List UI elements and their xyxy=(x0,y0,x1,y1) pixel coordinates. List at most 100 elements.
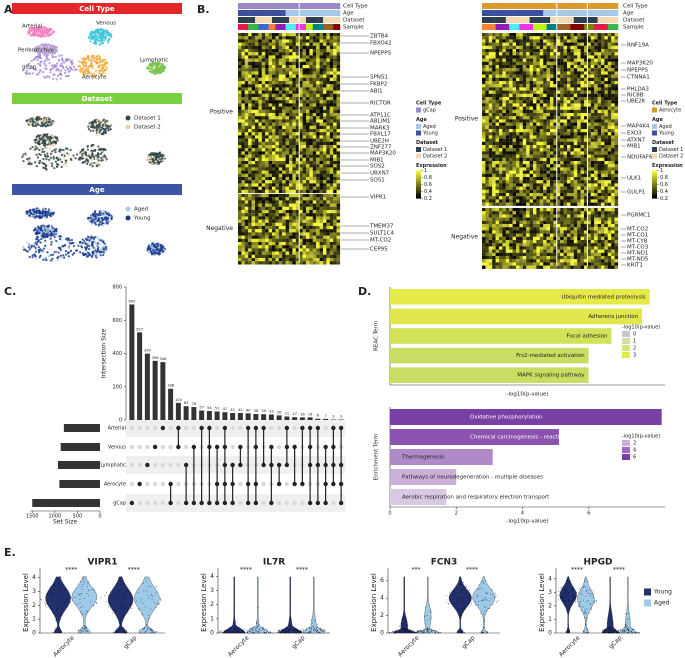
heatmap-cell xyxy=(316,238,320,243)
heatmap-cell xyxy=(302,100,307,104)
umap-point xyxy=(87,252,91,255)
umap-point xyxy=(78,158,81,161)
umap-point xyxy=(34,145,37,148)
heatmap-cell xyxy=(333,173,337,178)
heatmap-cell xyxy=(309,173,313,178)
heatmap-cell xyxy=(326,39,330,43)
heatmap-cell xyxy=(319,45,324,50)
umap-point xyxy=(55,136,58,139)
heatmap-cell xyxy=(255,122,259,126)
heatmap-cell xyxy=(309,74,313,78)
heatmap-cell xyxy=(333,222,337,227)
umap-point xyxy=(48,47,52,50)
umap-point xyxy=(42,157,45,161)
umap-point xyxy=(47,124,50,127)
umap-point xyxy=(55,165,59,168)
heatmap-cell xyxy=(333,235,337,239)
heatmap-cell xyxy=(268,180,273,184)
umap-point xyxy=(110,123,113,126)
heatmap-cell xyxy=(306,151,310,155)
heatmap-cell xyxy=(282,213,286,217)
heatmap-cell xyxy=(285,210,290,214)
heatmap-cell xyxy=(241,68,245,72)
heatmap-cell xyxy=(299,203,303,207)
heatmap-cell xyxy=(292,90,296,94)
legend-label: gCap xyxy=(423,108,436,114)
heatmap-cell xyxy=(238,109,242,114)
heatmap-cell xyxy=(319,129,324,133)
annotation-cell xyxy=(258,10,262,16)
heatmap-cell xyxy=(258,229,262,233)
heatmap-cell xyxy=(292,203,296,207)
heatmap-cell xyxy=(319,52,324,56)
heatmap-cell xyxy=(275,106,279,110)
heatmap-cell xyxy=(333,39,337,43)
heatmap-cell xyxy=(244,138,249,142)
heatmap-cell xyxy=(299,157,303,162)
heatmap-cell xyxy=(278,138,283,142)
umap-point xyxy=(106,217,109,221)
umap-point xyxy=(44,231,47,234)
heatmap-cell xyxy=(272,106,276,110)
annotation-cell xyxy=(601,17,605,23)
annotation-cell xyxy=(306,10,310,16)
umap-point xyxy=(81,57,84,61)
heatmap-cell xyxy=(258,55,262,59)
heatmap-cell xyxy=(255,157,259,162)
heatmap-cell xyxy=(333,186,337,190)
heatmap-cell xyxy=(272,74,276,78)
heatmap-cell xyxy=(278,116,283,120)
umap-point xyxy=(80,156,83,159)
heatmap-cell xyxy=(329,100,334,104)
umap-point xyxy=(28,72,32,75)
heatmap-cell xyxy=(282,81,286,85)
heatmap-cell xyxy=(299,219,303,223)
heatmap-cell xyxy=(282,141,286,146)
heatmap-cell xyxy=(238,245,242,249)
umap-point xyxy=(88,64,91,68)
heatmap-cell xyxy=(241,186,245,190)
heatmap-cell xyxy=(251,81,256,85)
annotation-cell xyxy=(272,10,276,16)
heatmap-cell xyxy=(251,103,256,107)
heatmap-cell xyxy=(309,45,313,50)
heatmap-cell xyxy=(261,68,266,72)
heatmap-cell xyxy=(241,52,245,56)
heatmap-cell xyxy=(299,213,303,217)
heatmap-cell xyxy=(604,36,608,40)
heatmap-cell xyxy=(333,106,337,110)
heatmap-cell xyxy=(316,125,320,130)
heatmap-cell xyxy=(323,84,327,88)
umap-point xyxy=(151,63,154,66)
heatmap-cell xyxy=(336,248,341,252)
heatmap-cell xyxy=(306,170,310,174)
heatmap-cell xyxy=(292,84,296,88)
annotation-cell xyxy=(604,10,608,16)
umap-point xyxy=(37,245,40,249)
heatmap-cell xyxy=(248,261,252,265)
heatmap-cell xyxy=(512,39,517,43)
umap-point xyxy=(150,152,154,156)
heatmap-cell xyxy=(316,180,320,184)
umap-point xyxy=(109,35,113,39)
annotation-cell xyxy=(238,17,242,23)
umap-point xyxy=(92,31,95,35)
heatmap-cell xyxy=(275,90,279,94)
heatmap-cell xyxy=(261,151,266,155)
heatmap-cell xyxy=(292,49,296,53)
legend-swatch xyxy=(125,124,131,130)
heatmap-cell xyxy=(306,61,310,66)
heatmap-cell xyxy=(316,61,320,66)
heatmap-cell xyxy=(289,135,293,139)
umap-point xyxy=(39,146,42,149)
heatmap-cell xyxy=(306,87,310,91)
heatmap-cell xyxy=(306,45,310,50)
umap-point xyxy=(70,238,74,242)
heatmap-cell xyxy=(333,77,337,82)
umap-point xyxy=(151,242,154,245)
heatmap-cell xyxy=(326,222,330,227)
heatmap-cell xyxy=(285,145,290,149)
heatmap-cell xyxy=(275,238,279,243)
umap-point xyxy=(110,217,113,220)
heatmap-cell xyxy=(275,84,279,88)
